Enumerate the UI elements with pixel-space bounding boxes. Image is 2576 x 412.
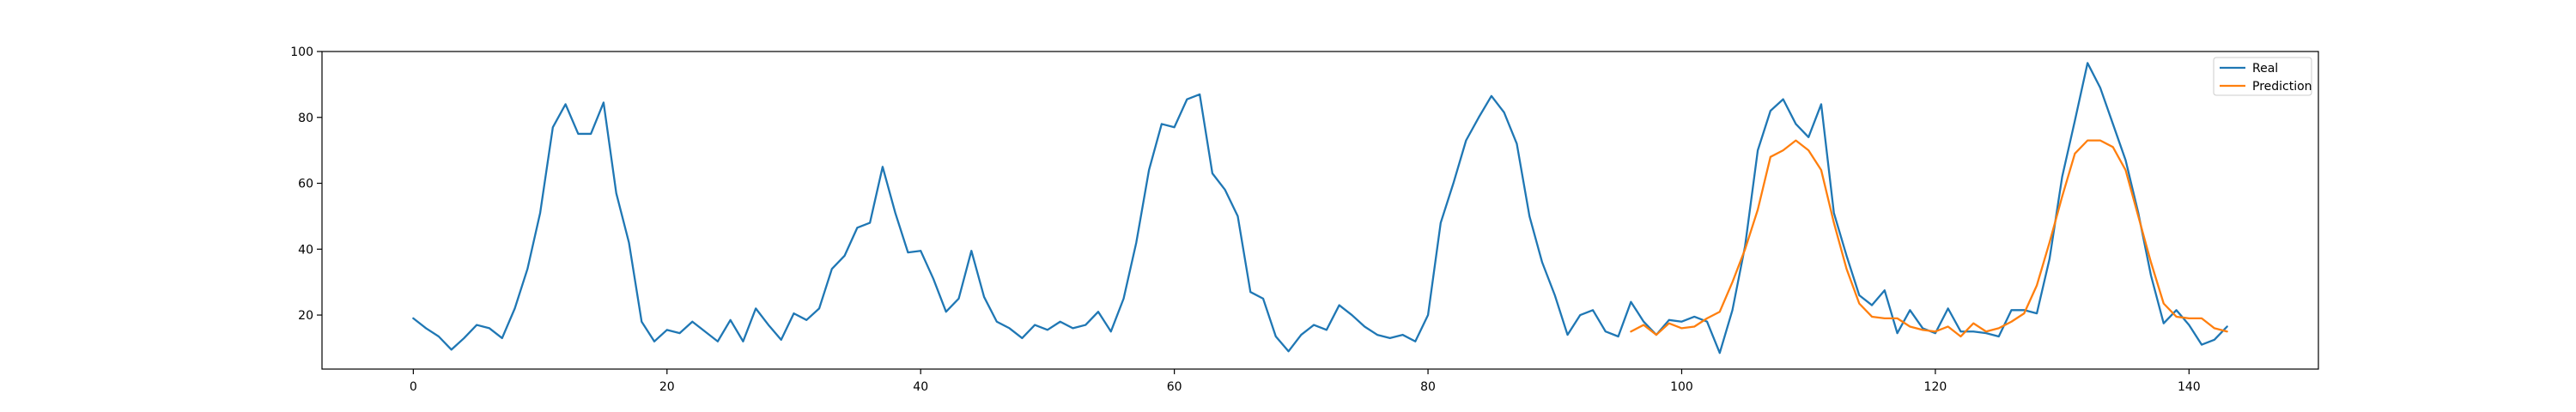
y-tick-label: 80 xyxy=(298,112,313,125)
y-tick-label: 20 xyxy=(298,309,313,323)
legend-label-prediction: Prediction xyxy=(2252,80,2312,94)
x-tick-label: 40 xyxy=(913,380,928,394)
x-tick-label: 100 xyxy=(1670,380,1693,394)
legend: Real Prediction xyxy=(2213,57,2312,96)
y-tick-label: 100 xyxy=(290,45,313,59)
x-tick-label: 60 xyxy=(1167,380,1182,394)
y-tick-label: 60 xyxy=(298,178,313,191)
y-axis: 20 40 60 80 100 xyxy=(290,45,322,323)
x-tick-label: 120 xyxy=(1924,380,1947,394)
x-tick-label: 0 xyxy=(410,380,417,394)
x-axis: 0 20 40 60 80 100 120 140 xyxy=(410,369,2201,394)
series-layer xyxy=(412,62,2228,354)
legend-label-real: Real xyxy=(2252,62,2278,76)
series-line-real xyxy=(412,62,2228,354)
x-tick-label: 20 xyxy=(659,380,675,394)
y-tick-label: 40 xyxy=(298,243,313,257)
series-line-prediction xyxy=(1630,139,2228,338)
x-tick-label: 140 xyxy=(2178,380,2201,394)
x-tick-label: 80 xyxy=(1420,380,1436,394)
plot-frame xyxy=(321,51,2319,370)
